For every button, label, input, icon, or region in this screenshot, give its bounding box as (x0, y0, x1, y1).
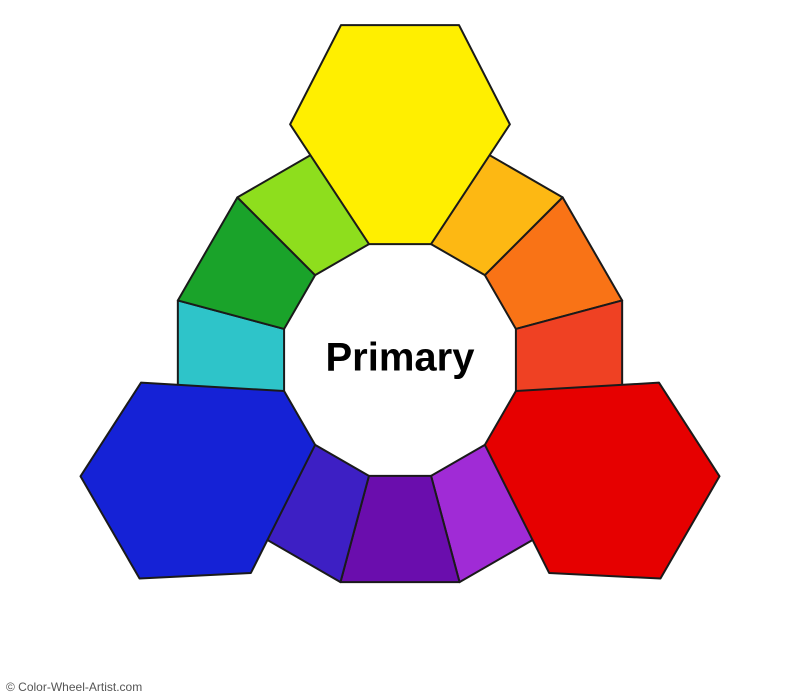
segment-red-primary (485, 383, 720, 579)
color-wheel-diagram: Primary © Color-Wheel-Artist.com (0, 0, 800, 700)
attribution-text: © Color-Wheel-Artist.com (6, 680, 142, 694)
color-wheel-svg: Primary (0, 0, 800, 700)
center-label: Primary (326, 336, 476, 380)
segment-blue-primary (81, 383, 316, 579)
